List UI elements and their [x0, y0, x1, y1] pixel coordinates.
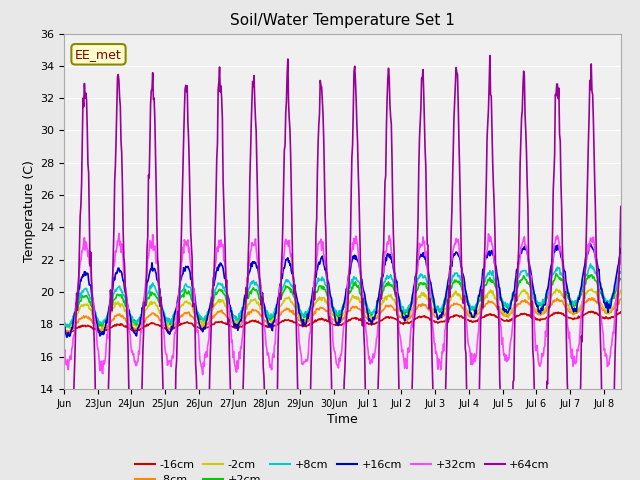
- +2cm: [474, 300, 481, 306]
- Line: -8cm: -8cm: [64, 298, 621, 333]
- +2cm: [570, 303, 578, 309]
- +8cm: [60, 319, 68, 325]
- -2cm: [474, 311, 481, 316]
- Legend: -16cm, -8cm, -2cm, +2cm, +8cm, +16cm, +32cm, +64cm: -16cm, -8cm, -2cm, +2cm, +8cm, +16cm, +3…: [131, 456, 554, 480]
- +16cm: [436, 312, 444, 318]
- -8cm: [570, 312, 577, 318]
- -2cm: [428, 307, 436, 312]
- +16cm: [474, 302, 481, 308]
- +32cm: [369, 360, 376, 365]
- Line: -2cm: -2cm: [64, 289, 621, 331]
- +8cm: [428, 294, 436, 300]
- +16cm: [617, 246, 625, 252]
- +8cm: [617, 269, 625, 275]
- -16cm: [474, 319, 481, 324]
- -8cm: [474, 312, 481, 317]
- +2cm: [65, 324, 73, 329]
- Title: Soil/Water Temperature Set 1: Soil/Water Temperature Set 1: [230, 13, 455, 28]
- +64cm: [474, 474, 481, 480]
- -16cm: [605, 315, 612, 321]
- +64cm: [617, 204, 625, 209]
- -16cm: [65, 330, 72, 336]
- +16cm: [428, 288, 436, 294]
- +64cm: [60, 470, 68, 476]
- +2cm: [605, 301, 612, 307]
- -8cm: [588, 295, 596, 300]
- Line: +8cm: +8cm: [64, 264, 621, 327]
- Line: +32cm: +32cm: [64, 233, 621, 374]
- Text: EE_met: EE_met: [75, 48, 122, 61]
- +16cm: [570, 309, 577, 315]
- -8cm: [368, 319, 376, 324]
- -2cm: [60, 322, 68, 328]
- +8cm: [474, 300, 481, 306]
- +2cm: [617, 276, 625, 282]
- +64cm: [428, 361, 436, 367]
- Line: +64cm: +64cm: [64, 56, 621, 480]
- +32cm: [474, 334, 482, 339]
- -16cm: [428, 318, 436, 324]
- -16cm: [617, 309, 625, 315]
- +16cm: [368, 321, 376, 327]
- +16cm: [587, 241, 595, 247]
- +2cm: [368, 312, 376, 318]
- +16cm: [605, 301, 612, 307]
- -2cm: [617, 288, 625, 293]
- +32cm: [617, 252, 625, 258]
- -8cm: [617, 296, 625, 302]
- +32cm: [429, 325, 436, 331]
- -8cm: [436, 314, 444, 320]
- +8cm: [570, 300, 577, 306]
- -2cm: [98, 328, 106, 334]
- +8cm: [436, 308, 444, 313]
- +2cm: [60, 317, 68, 323]
- +8cm: [605, 300, 612, 306]
- +32cm: [436, 367, 444, 373]
- -8cm: [63, 330, 71, 336]
- Line: +2cm: +2cm: [64, 274, 621, 326]
- +2cm: [552, 271, 560, 276]
- Y-axis label: Temperature (C): Temperature (C): [23, 160, 36, 262]
- +64cm: [486, 53, 493, 59]
- +32cm: [605, 362, 612, 368]
- -2cm: [605, 311, 612, 317]
- -16cm: [60, 329, 68, 335]
- +16cm: [63, 335, 70, 340]
- +8cm: [587, 261, 595, 267]
- -8cm: [428, 310, 436, 316]
- +32cm: [60, 351, 68, 357]
- +32cm: [115, 230, 123, 236]
- Line: -16cm: -16cm: [64, 312, 621, 333]
- +2cm: [436, 310, 444, 315]
- -2cm: [570, 310, 577, 315]
- -8cm: [60, 327, 68, 333]
- +32cm: [570, 353, 578, 359]
- -16cm: [368, 322, 376, 328]
- -2cm: [436, 313, 444, 319]
- Line: +16cm: +16cm: [64, 244, 621, 337]
- +8cm: [368, 310, 376, 315]
- +16cm: [60, 326, 68, 332]
- +2cm: [428, 297, 436, 302]
- +8cm: [65, 324, 72, 330]
- -2cm: [588, 286, 596, 292]
- +32cm: [199, 372, 207, 377]
- -16cm: [570, 316, 577, 322]
- -8cm: [605, 310, 612, 316]
- -16cm: [436, 319, 444, 325]
- X-axis label: Time: Time: [327, 413, 358, 426]
- -16cm: [588, 309, 595, 314]
- -2cm: [368, 316, 376, 322]
